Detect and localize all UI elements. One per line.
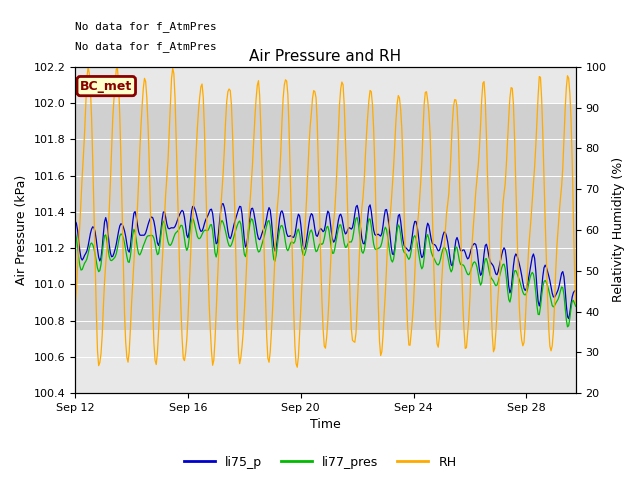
Text: BC_met: BC_met <box>80 80 132 93</box>
Text: No data for f_AtmPres: No data for f_AtmPres <box>75 21 217 32</box>
X-axis label: Time: Time <box>310 419 341 432</box>
Bar <box>75 103 576 330</box>
Y-axis label: Air Pressure (kPa): Air Pressure (kPa) <box>15 175 28 285</box>
Title: Air Pressure and RH: Air Pressure and RH <box>250 49 401 64</box>
Text: No data for f_AtmPres: No data for f_AtmPres <box>75 41 217 51</box>
Y-axis label: Relativity Humidity (%): Relativity Humidity (%) <box>612 157 625 302</box>
Legend: li75_p, li77_pres, RH: li75_p, li77_pres, RH <box>179 451 461 474</box>
